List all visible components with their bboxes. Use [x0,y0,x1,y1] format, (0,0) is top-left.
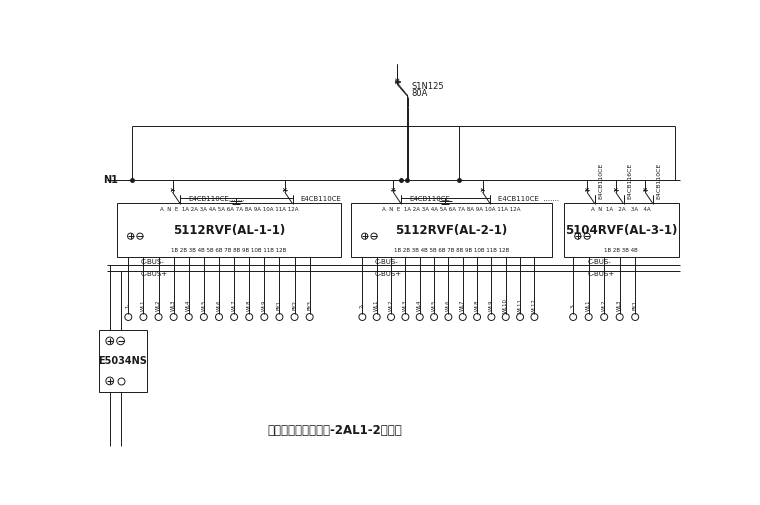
Text: WL3: WL3 [171,300,176,311]
Text: WL7: WL7 [232,299,236,311]
Text: 5112RVF(AL-1-1): 5112RVF(AL-1-1) [173,224,285,236]
Text: WL9: WL9 [262,299,267,311]
Text: WL4: WL4 [417,299,423,311]
Text: A  N  E  1A 2A 3A 4A 5A 6A 7A 8A 9A 10A 11A 12A: A N E 1A 2A 3A 4A 5A 6A 7A 8A 9A 10A 11A… [160,208,299,213]
Text: C-BUS+: C-BUS+ [588,271,615,277]
Text: E4CB110CE: E4CB110CE [300,196,341,202]
Text: WL6: WL6 [446,299,451,311]
Text: WL8: WL8 [247,299,252,311]
Text: 2-: 2- [360,303,365,308]
Text: 80A: 80A [411,89,428,98]
Text: WL12: WL12 [532,298,537,313]
Text: WL7: WL7 [461,299,465,311]
Text: WL6: WL6 [217,299,221,311]
Text: WL5: WL5 [201,299,207,311]
Text: A  N  E  1A 2A 3A 4A 5A 6A 7A 8A 9A 10A 11A 12A: A N E 1A 2A 3A 4A 5A 6A 7A 8A 9A 10A 11A… [382,208,521,213]
Text: 1B 2B 3B 4B: 1B 2B 3B 4B [604,247,638,252]
Bar [117,203,341,257]
Text: S1N125: S1N125 [411,81,444,90]
Text: C-BUS+: C-BUS+ [141,271,168,277]
Text: BY1: BY1 [277,300,282,311]
Text: 1-: 1- [126,303,131,308]
Text: WL1: WL1 [141,299,146,311]
Text: WL2: WL2 [388,299,394,311]
Bar [99,330,147,392]
Text: E4CB110CE: E4CB110CE [599,163,603,199]
Text: 3-: 3- [571,303,575,308]
Text: WL3: WL3 [617,300,622,311]
Text: N1: N1 [103,175,118,185]
Text: WL11: WL11 [518,298,523,313]
Text: BY2: BY2 [292,300,297,311]
Text: 1B 2B 3B 4B 5B 6B 7B 8B 9B 10B 11B 12B: 1B 2B 3B 4B 5B 6B 7B 8B 9B 10B 11B 12B [394,247,509,252]
Text: 5112RVF(AL-2-1): 5112RVF(AL-2-1) [395,224,508,236]
Text: C-BUS-: C-BUS- [141,259,164,265]
Text: C-BUS-: C-BUS- [588,259,612,265]
Text: C-BUS-: C-BUS- [375,259,398,265]
Text: E4CB110CE  .......: E4CB110CE ....... [498,196,559,202]
Text: BY3: BY3 [307,300,312,311]
Text: E4CB110CE,......: E4CB110CE,...... [188,196,245,202]
Text: WL2: WL2 [156,299,161,311]
Text: WL1: WL1 [374,299,379,311]
Text: C-BUS+: C-BUS+ [375,271,402,277]
Text: 1B 2B 3B 4B 5B 6B 7B 8B 9B 10B 11B 12B: 1B 2B 3B 4B 5B 6B 7B 8B 9B 10B 11B 12B [172,247,287,252]
Text: WL3: WL3 [403,300,408,311]
Text: WL5: WL5 [432,299,436,311]
Text: E4CB110CE: E4CB110CE [409,196,450,202]
Text: 5104RVF(AL-3-1): 5104RVF(AL-3-1) [565,224,677,236]
Text: WL2: WL2 [602,299,606,311]
Text: E4CB110CE: E4CB110CE [657,163,662,199]
Text: E5034NS: E5034NS [99,356,147,366]
Bar [564,203,679,257]
Text: E4CB116CE: E4CB116CE [627,163,632,199]
Text: 风雨操场照明配电箱-2AL1-2系统图: 风雨操场照明配电箱-2AL1-2系统图 [268,424,403,437]
Bar [351,203,553,257]
Text: WL9: WL9 [489,299,494,311]
Text: BY1: BY1 [632,300,638,311]
Text: WL10: WL10 [503,298,508,313]
Text: WL1: WL1 [586,299,591,311]
Text: A  N  1A   2A   3A   4A: A N 1A 2A 3A 4A [591,208,651,213]
Text: WL4: WL4 [186,299,192,311]
Text: WL8: WL8 [474,299,480,311]
